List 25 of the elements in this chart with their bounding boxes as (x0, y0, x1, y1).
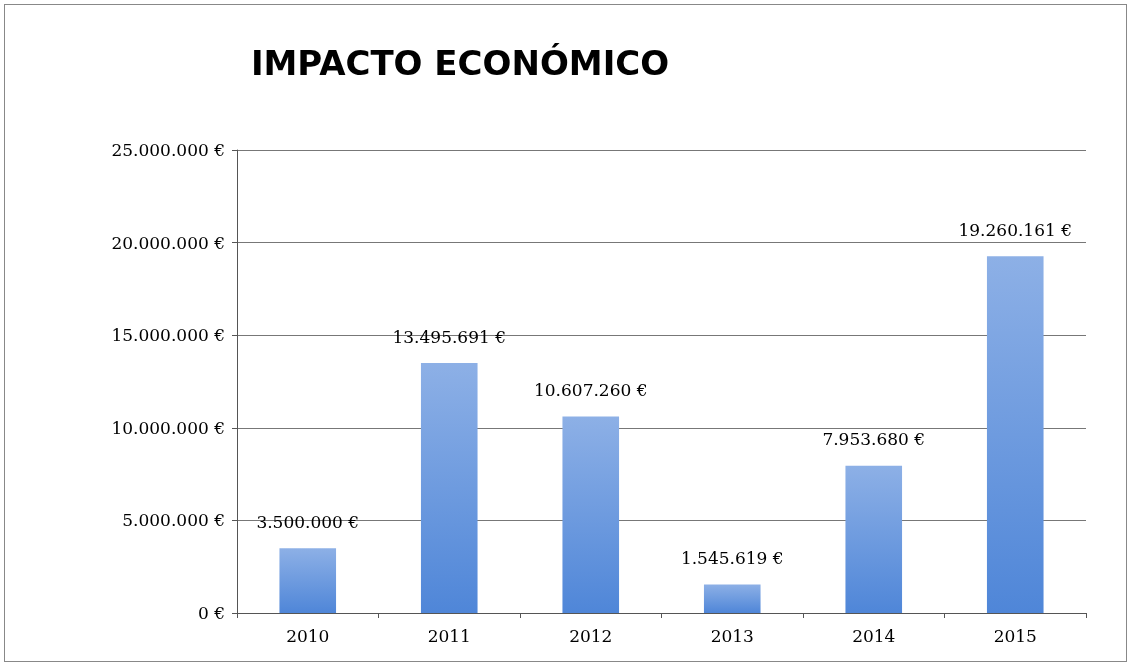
chart-title: IMPACTO ECONÓMICO (250, 43, 670, 83)
y-tick-label: 5.000.000 € (122, 510, 225, 531)
data-label: 13.495.691 € (392, 326, 507, 347)
y-tick-label: 15.000.000 € (111, 325, 225, 346)
x-tick-label: 2010 (286, 625, 330, 646)
bar (845, 465, 903, 613)
x-tick-label: 2015 (993, 625, 1037, 646)
data-label: 1.545.619 € (680, 547, 784, 568)
bar (420, 363, 478, 613)
data-label: 7.953.680 € (822, 429, 926, 450)
data-label: 10.607.260 € (533, 380, 648, 401)
y-tick-label: 25.000.000 € (111, 140, 225, 160)
y-tick-label: 20.000.000 € (111, 232, 225, 253)
bar (279, 548, 337, 613)
data-label: 19.260.161 € (958, 219, 1073, 240)
x-tick-label: 2013 (710, 625, 754, 646)
x-tick-label: 2012 (569, 625, 613, 646)
bar (703, 584, 761, 613)
y-tick-label: 0 € (197, 603, 225, 623)
y-tick-label: 10.000.000 € (111, 417, 225, 438)
bar (562, 416, 620, 613)
bar (986, 256, 1044, 613)
x-tick-label: 2014 (852, 625, 896, 646)
x-tick-label: 2011 (427, 625, 471, 646)
data-label: 3.500.000 € (256, 511, 360, 532)
